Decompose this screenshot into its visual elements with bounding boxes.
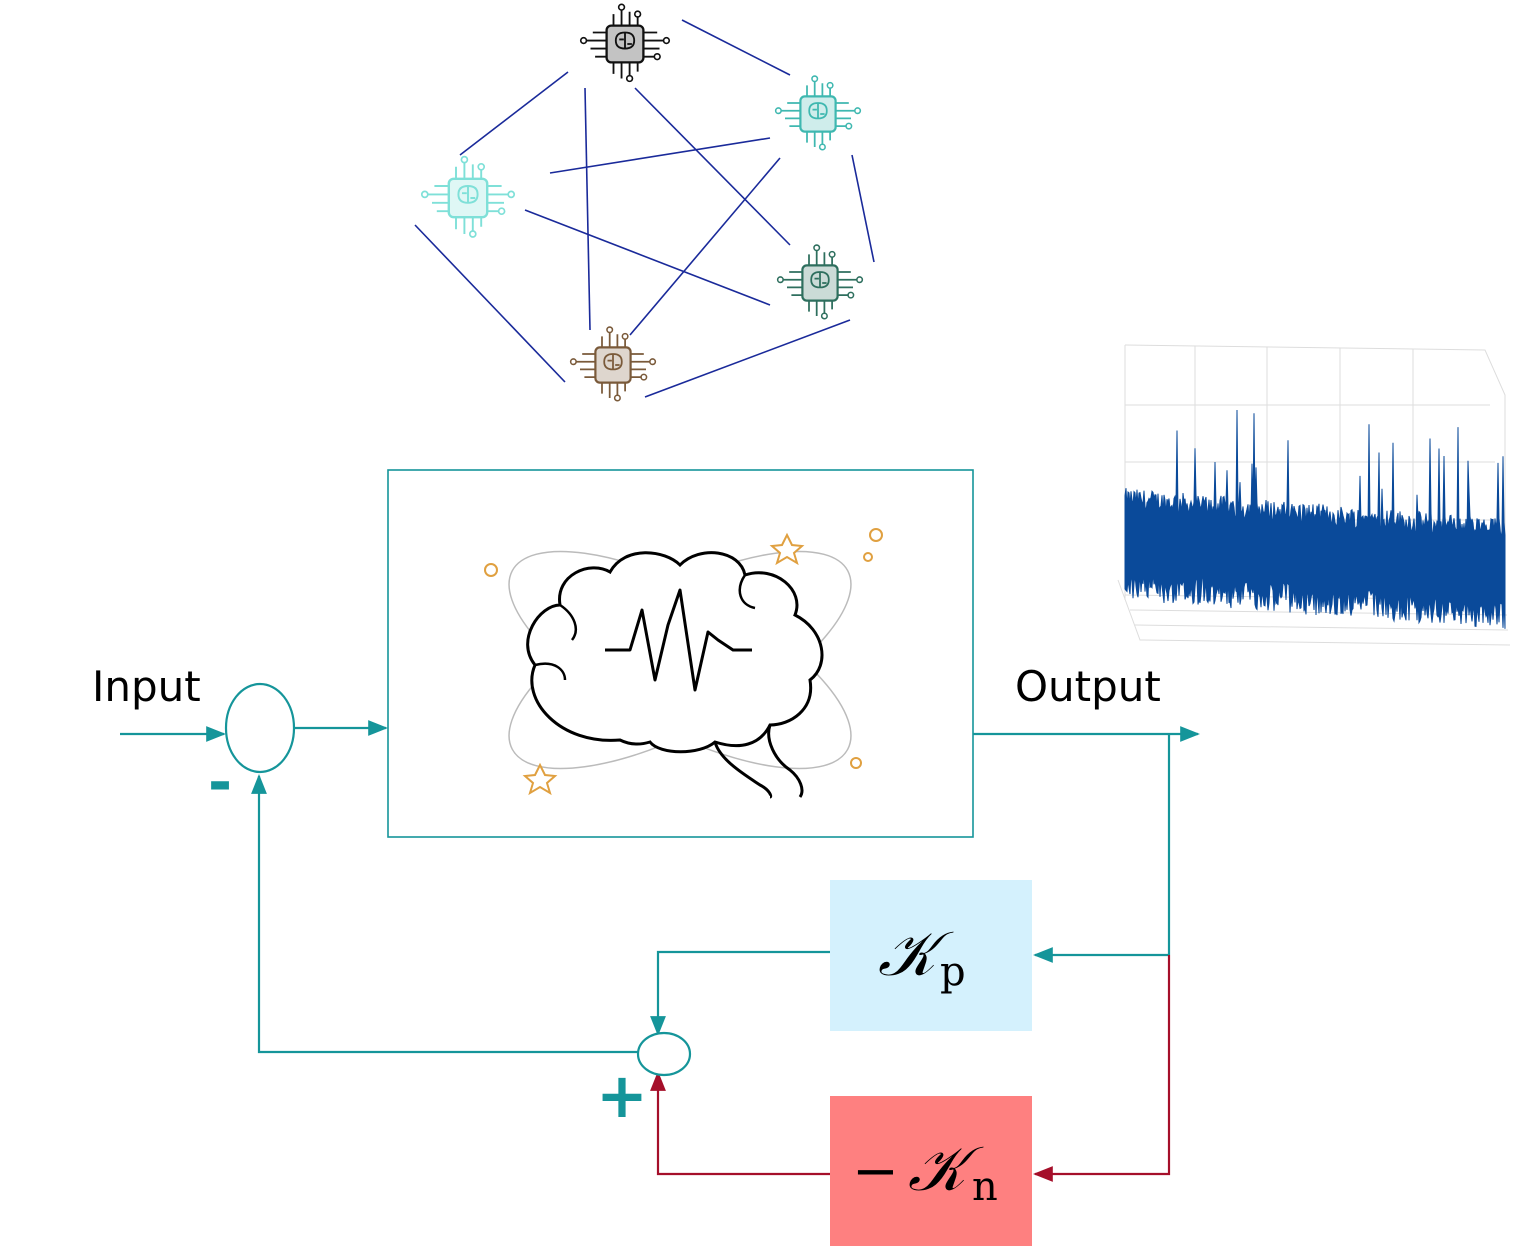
feedback-to-input-arrow xyxy=(251,774,638,1054)
kn-to-sum-arrow xyxy=(650,1071,830,1176)
brain-chip-icon xyxy=(569,325,657,402)
kn-box xyxy=(830,1096,1032,1246)
negative-lines xyxy=(650,955,1171,1182)
feedback-summing-junction xyxy=(636,1031,692,1077)
plus-sign: + xyxy=(596,1059,648,1132)
kn-gain-block: − 𝒦 n xyxy=(830,1096,1032,1246)
brain-chip-icon xyxy=(579,3,671,83)
minus-sign: - xyxy=(208,748,232,816)
output-label: Output xyxy=(1015,662,1161,711)
brain-chip-icon xyxy=(774,74,862,151)
signal-trace xyxy=(1124,409,1506,629)
input-label: Input xyxy=(92,662,201,711)
network-edges xyxy=(414,19,875,398)
signal-lines xyxy=(120,720,1200,1054)
brain-chip-icon xyxy=(420,155,516,239)
to-kn-arrow xyxy=(1033,955,1171,1182)
kn-subscript: n xyxy=(972,1164,998,1210)
kp-subscript: p xyxy=(940,949,966,995)
kn-minus: − xyxy=(852,1139,899,1204)
kp-box xyxy=(830,880,1032,1031)
input-summing-junction xyxy=(224,682,296,774)
brain-chip-icon xyxy=(776,243,864,320)
chip-network xyxy=(414,3,875,402)
brain-pulse-icon xyxy=(484,528,883,799)
kp-gain-block: 𝒦 p xyxy=(830,880,1032,1031)
signal-plot xyxy=(1117,344,1511,646)
kp-to-sum-arrow xyxy=(650,950,830,1036)
system-block xyxy=(387,469,974,838)
